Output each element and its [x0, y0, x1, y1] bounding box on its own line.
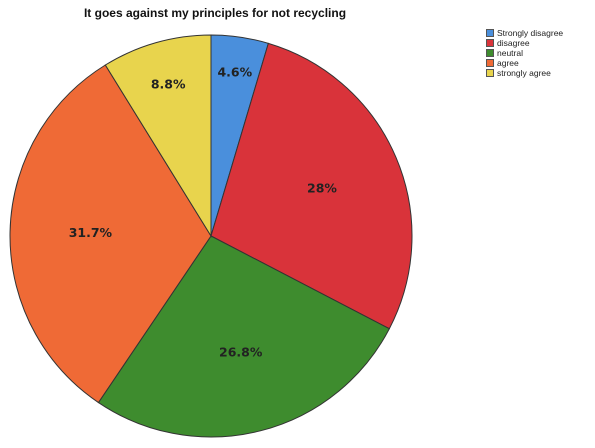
- legend-swatch: [486, 39, 494, 47]
- slice-label-neutral: 26.8%: [219, 344, 263, 359]
- legend-label: Strongly disagree: [497, 28, 564, 38]
- legend-item-disagree: disagree: [486, 38, 563, 48]
- legend: Strongly disagree disagree neutral agree str…: [486, 28, 563, 78]
- slice-label-agree: 31.7%: [69, 225, 113, 240]
- pie-slice-agree: [9, 64, 212, 404]
- legend-item-neutral: neutral: [486, 48, 563, 58]
- slice-label-disagree: 28%: [307, 180, 337, 195]
- pie-slice-neutral: [97, 235, 391, 438]
- pie-slice-disagree: [210, 42, 413, 330]
- slice-label-strongly-agree: 8.8%: [151, 77, 186, 92]
- pie-slice-strongly-agree: [104, 34, 212, 238]
- chart-title: It goes against my principles for not re…: [83, 6, 347, 20]
- legend-label: strongly agree: [497, 68, 551, 78]
- legend-label: agree: [497, 58, 519, 68]
- pie-labels: 4.6% 28% 26.8% 31.7% 8.8%: [69, 64, 338, 359]
- legend-swatch: [486, 29, 494, 37]
- legend-swatch: [486, 49, 494, 57]
- legend-swatch: [486, 59, 494, 67]
- legend-label: neutral: [497, 48, 523, 58]
- legend-item-strongly-agree: strongly agree: [486, 68, 563, 78]
- slice-label-strongly-disagree: 4.6%: [217, 64, 252, 79]
- legend-item-strongly-disagree: Strongly disagree: [486, 28, 563, 38]
- legend-label: disagree: [497, 38, 530, 48]
- pie-slices: [9, 34, 413, 438]
- legend-item-agree: agree: [486, 58, 563, 68]
- legend-swatch: [486, 69, 494, 77]
